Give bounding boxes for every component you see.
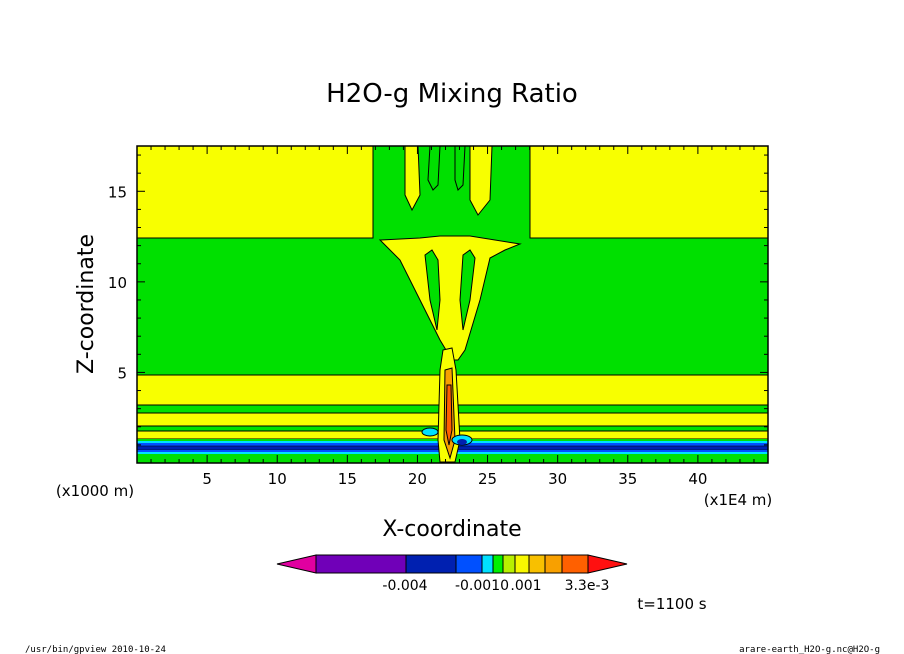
x-tick-label: 30	[548, 470, 567, 488]
core-red	[445, 384, 453, 446]
x-scale-label: (x1E4 m)	[704, 491, 773, 509]
plume-upper-yellow	[378, 235, 522, 361]
colorbar-label-2: -0.0010	[455, 578, 509, 594]
plot-frame	[136, 145, 769, 464]
colorbar-swatch	[455, 554, 483, 574]
x-tick-label: 25	[478, 470, 497, 488]
x-tick-label: 15	[338, 470, 357, 488]
time-label: t=1100 s	[637, 595, 706, 613]
x-tick-label: 35	[618, 470, 637, 488]
x-tick-label: 10	[268, 470, 287, 488]
colorbar-extend-high	[587, 554, 628, 574]
colorbar	[276, 554, 628, 574]
colorbar-label-3: .001	[510, 578, 541, 594]
plume-upper-green-top-right	[454, 146, 466, 191]
x-unit-label: (x1000 m)	[56, 482, 134, 500]
colorbar-swatch	[492, 554, 504, 574]
plume-upper-green-top	[427, 146, 441, 191]
colorbar-swatch	[528, 554, 546, 574]
plume-upper-green-left	[424, 249, 441, 331]
plume-outer	[404, 146, 421, 212]
plot-area	[136, 145, 769, 464]
y-axis-label: Z-coordinate	[74, 234, 99, 374]
y-tick-label: 15	[108, 183, 127, 201]
core-blue-left	[421, 427, 439, 437]
colorbar-label-4: 3.3e-3	[565, 578, 610, 594]
x-tick-label: 40	[688, 470, 707, 488]
colorbar-swatch	[561, 554, 589, 574]
contour-region-upper-left	[137, 146, 374, 239]
colorbar-swatch	[514, 554, 530, 574]
y-axis: 5 10 15	[108, 154, 768, 446]
x-axis-label: X-coordinate	[382, 517, 521, 542]
footer-right: arare-earth_H2O-g.nc@H2O-g	[739, 645, 880, 654]
colorbar-swatch	[315, 554, 407, 574]
x-axis: 5 10 15 20 25 30 35 40	[150, 146, 755, 488]
plume-outer-right	[469, 146, 493, 216]
footer-left: /usr/bin/gpview 2010-10-24	[25, 645, 166, 654]
chart-title: H2O-g Mixing Ratio	[326, 79, 578, 109]
x-tick-label: 20	[408, 470, 427, 488]
colorbar-label-1: -0.004	[382, 578, 427, 594]
core-dark-blue	[457, 439, 467, 445]
colorbar-swatch	[502, 554, 516, 574]
plume-upper-green-right	[459, 249, 476, 331]
colorbar-swatch	[544, 554, 563, 574]
y-tick-label: 5	[117, 364, 127, 382]
colorbar-swatch	[405, 554, 457, 574]
contour-region-upper-right	[529, 146, 768, 239]
y-tick-label: 10	[108, 274, 127, 292]
colorbar-extend-low	[276, 554, 317, 574]
x-tick-label: 5	[202, 470, 212, 488]
colorbar-swatch	[481, 554, 494, 574]
